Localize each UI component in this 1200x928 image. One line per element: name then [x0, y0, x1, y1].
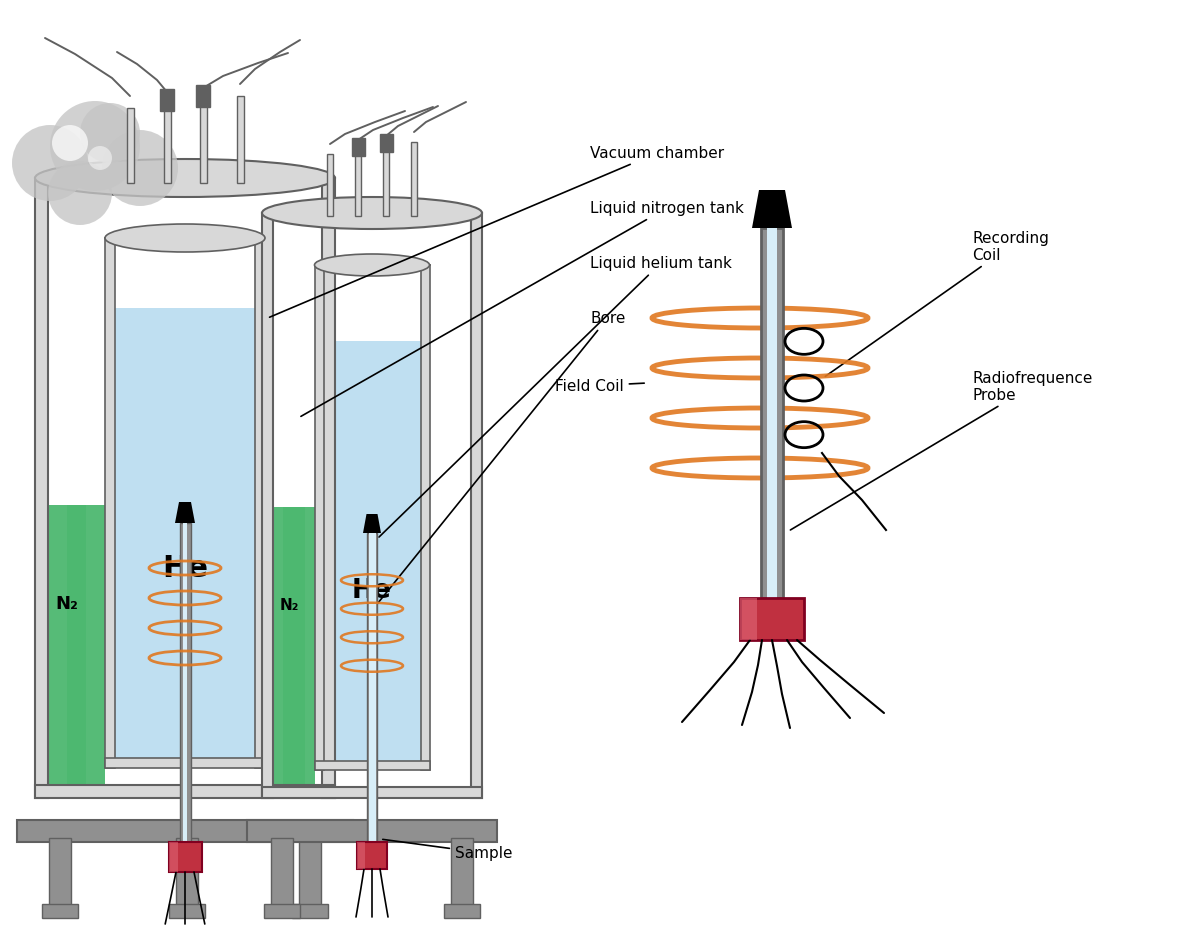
Text: Vacuum chamber: Vacuum chamber	[270, 147, 724, 318]
FancyBboxPatch shape	[282, 508, 314, 787]
FancyBboxPatch shape	[199, 101, 206, 184]
FancyBboxPatch shape	[126, 109, 133, 184]
FancyBboxPatch shape	[383, 147, 389, 217]
FancyBboxPatch shape	[274, 508, 305, 787]
FancyBboxPatch shape	[48, 506, 86, 785]
FancyBboxPatch shape	[236, 97, 244, 184]
Text: Field Coil: Field Coil	[554, 380, 644, 394]
FancyBboxPatch shape	[42, 904, 78, 918]
Circle shape	[88, 147, 112, 171]
FancyBboxPatch shape	[262, 213, 274, 798]
FancyBboxPatch shape	[740, 599, 804, 640]
Text: Sample: Sample	[383, 840, 512, 860]
FancyBboxPatch shape	[292, 904, 328, 918]
FancyBboxPatch shape	[247, 820, 497, 842]
Polygon shape	[175, 502, 196, 523]
FancyBboxPatch shape	[168, 842, 178, 872]
FancyBboxPatch shape	[314, 761, 430, 770]
FancyBboxPatch shape	[358, 842, 366, 869]
FancyBboxPatch shape	[271, 838, 293, 906]
FancyBboxPatch shape	[444, 904, 480, 918]
FancyBboxPatch shape	[106, 238, 115, 768]
FancyBboxPatch shape	[160, 90, 174, 112]
FancyBboxPatch shape	[169, 904, 205, 918]
Circle shape	[80, 104, 140, 164]
Text: N₂: N₂	[55, 594, 78, 612]
FancyBboxPatch shape	[299, 838, 322, 906]
Text: Bore: Bore	[373, 311, 625, 609]
FancyBboxPatch shape	[761, 229, 782, 599]
FancyBboxPatch shape	[352, 139, 365, 157]
FancyBboxPatch shape	[35, 785, 335, 798]
FancyBboxPatch shape	[368, 534, 376, 842]
FancyBboxPatch shape	[379, 135, 392, 153]
FancyBboxPatch shape	[256, 238, 265, 768]
FancyBboxPatch shape	[451, 838, 473, 906]
FancyBboxPatch shape	[168, 842, 202, 872]
FancyBboxPatch shape	[262, 787, 482, 798]
FancyBboxPatch shape	[324, 342, 420, 761]
Polygon shape	[752, 191, 792, 229]
FancyBboxPatch shape	[767, 229, 778, 599]
FancyBboxPatch shape	[17, 820, 353, 842]
Circle shape	[52, 126, 88, 161]
FancyBboxPatch shape	[314, 265, 324, 770]
FancyBboxPatch shape	[410, 143, 418, 217]
Circle shape	[102, 131, 178, 207]
FancyBboxPatch shape	[420, 265, 430, 770]
FancyBboxPatch shape	[264, 904, 300, 918]
Text: N₂: N₂	[280, 598, 299, 612]
FancyBboxPatch shape	[740, 599, 757, 640]
Ellipse shape	[106, 225, 265, 252]
Circle shape	[12, 126, 88, 201]
FancyBboxPatch shape	[35, 179, 48, 798]
FancyBboxPatch shape	[355, 151, 361, 217]
FancyBboxPatch shape	[176, 838, 198, 906]
Text: He: He	[352, 577, 392, 603]
Circle shape	[48, 161, 112, 226]
Text: He: He	[162, 554, 208, 583]
Text: Radiofrequence
Probe: Radiofrequence Probe	[791, 370, 1092, 531]
Text: Liquid helium tank: Liquid helium tank	[379, 256, 732, 537]
Text: Liquid nitrogen tank: Liquid nitrogen tank	[301, 201, 744, 417]
Ellipse shape	[35, 160, 335, 198]
FancyBboxPatch shape	[326, 155, 334, 217]
FancyBboxPatch shape	[367, 534, 377, 842]
FancyBboxPatch shape	[67, 506, 106, 785]
Circle shape	[50, 102, 140, 192]
FancyBboxPatch shape	[196, 86, 210, 108]
FancyBboxPatch shape	[470, 213, 482, 798]
Ellipse shape	[262, 198, 482, 230]
FancyBboxPatch shape	[322, 179, 335, 798]
Polygon shape	[364, 514, 382, 534]
FancyBboxPatch shape	[106, 758, 265, 768]
FancyBboxPatch shape	[115, 309, 256, 758]
Ellipse shape	[314, 254, 430, 277]
FancyBboxPatch shape	[180, 523, 191, 842]
FancyBboxPatch shape	[49, 838, 71, 906]
FancyBboxPatch shape	[163, 105, 170, 184]
FancyBboxPatch shape	[182, 523, 187, 842]
Text: Recording
Coil: Recording Coil	[826, 230, 1049, 377]
FancyBboxPatch shape	[358, 842, 386, 869]
